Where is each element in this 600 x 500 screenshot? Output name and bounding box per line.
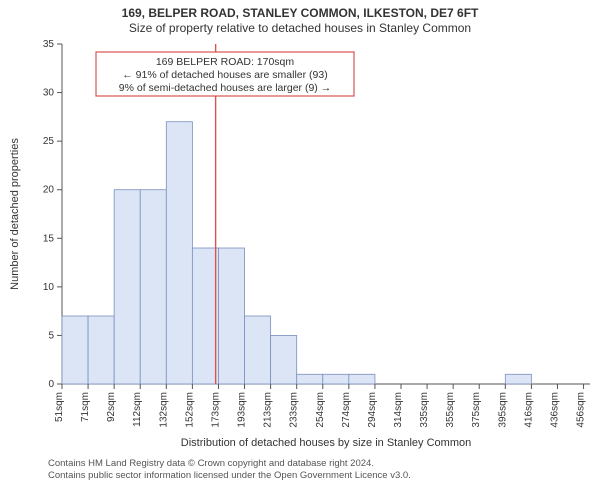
histogram-bar xyxy=(271,335,297,384)
histogram-bar xyxy=(192,248,218,384)
footer-line-1: Contains HM Land Registry data © Crown c… xyxy=(48,458,600,470)
x-tick-label: 456sqm xyxy=(576,392,587,428)
x-tick-label: 314sqm xyxy=(393,392,404,428)
x-tick-label: 152sqm xyxy=(184,392,195,428)
histogram-bar xyxy=(114,190,140,384)
x-tick-label: 51sqm xyxy=(54,392,65,422)
x-tick-label: 213sqm xyxy=(263,392,274,428)
x-tick-label: 395sqm xyxy=(497,392,508,428)
x-tick-label: 375sqm xyxy=(471,392,482,428)
x-tick-label: 132sqm xyxy=(158,392,169,428)
svg-text:15: 15 xyxy=(43,233,55,244)
x-tick-label: 233sqm xyxy=(289,392,300,428)
y-axis-title: Number of detached properties xyxy=(9,138,21,290)
histogram-bar xyxy=(505,374,531,384)
x-tick-label: 92sqm xyxy=(106,392,117,422)
x-tick-label: 335sqm xyxy=(419,392,430,428)
histogram-bar xyxy=(88,316,114,384)
chart-titles: 169, BELPER ROAD, STANLEY COMMON, ILKEST… xyxy=(0,0,600,36)
annotation-line-1: 169 BELPER ROAD: 170sqm xyxy=(156,56,295,68)
histogram-chart: 0 5 10 15 20 25 30 35 51sqm 71sqm 92sqm 112sqm 132sq… xyxy=(0,36,600,456)
x-tick-label: 71sqm xyxy=(80,392,91,422)
title-address: 169, BELPER ROAD, STANLEY COMMON, ILKEST… xyxy=(0,6,600,21)
x-tick-label: 274sqm xyxy=(341,392,352,428)
annotation-line-3: 9% of semi-detached houses are larger (9… xyxy=(119,82,331,94)
x-tick-label: 355sqm xyxy=(445,392,456,428)
histogram-bar xyxy=(140,190,166,384)
x-tick-label: 416sqm xyxy=(523,392,534,428)
histogram-bar xyxy=(218,248,244,384)
histogram-bar xyxy=(349,374,375,384)
histogram-bar xyxy=(166,122,192,384)
svg-text:20: 20 xyxy=(43,185,55,196)
svg-text:5: 5 xyxy=(48,330,54,341)
histogram-bar xyxy=(62,316,88,384)
histogram-bar xyxy=(323,374,349,384)
x-tick-label: 436sqm xyxy=(549,392,560,428)
svg-text:35: 35 xyxy=(43,39,55,50)
footer-line-2: Contains public sector information licen… xyxy=(48,470,600,482)
x-tick-label: 294sqm xyxy=(367,392,378,428)
attribution-footer: Contains HM Land Registry data © Crown c… xyxy=(0,456,600,482)
x-tick-label: 112sqm xyxy=(132,392,143,427)
x-tick-label: 254sqm xyxy=(315,392,326,428)
chart-container: 0 5 10 15 20 25 30 35 51sqm 71sqm 92sqm 112sqm 132sq… xyxy=(0,36,600,456)
svg-text:25: 25 xyxy=(43,136,55,147)
svg-text:30: 30 xyxy=(43,88,55,99)
svg-text:0: 0 xyxy=(48,379,54,390)
x-tick-label: 173sqm xyxy=(210,392,221,428)
histogram-bar xyxy=(297,374,323,384)
title-subtitle: Size of property relative to detached ho… xyxy=(0,21,600,36)
histogram-bar xyxy=(245,316,271,384)
x-tick-label: 193sqm xyxy=(237,392,248,428)
x-axis-title: Distribution of detached houses by size … xyxy=(181,437,471,449)
annotation-line-2: ← 91% of detached houses are smaller (93… xyxy=(122,69,327,81)
svg-text:10: 10 xyxy=(43,282,55,293)
